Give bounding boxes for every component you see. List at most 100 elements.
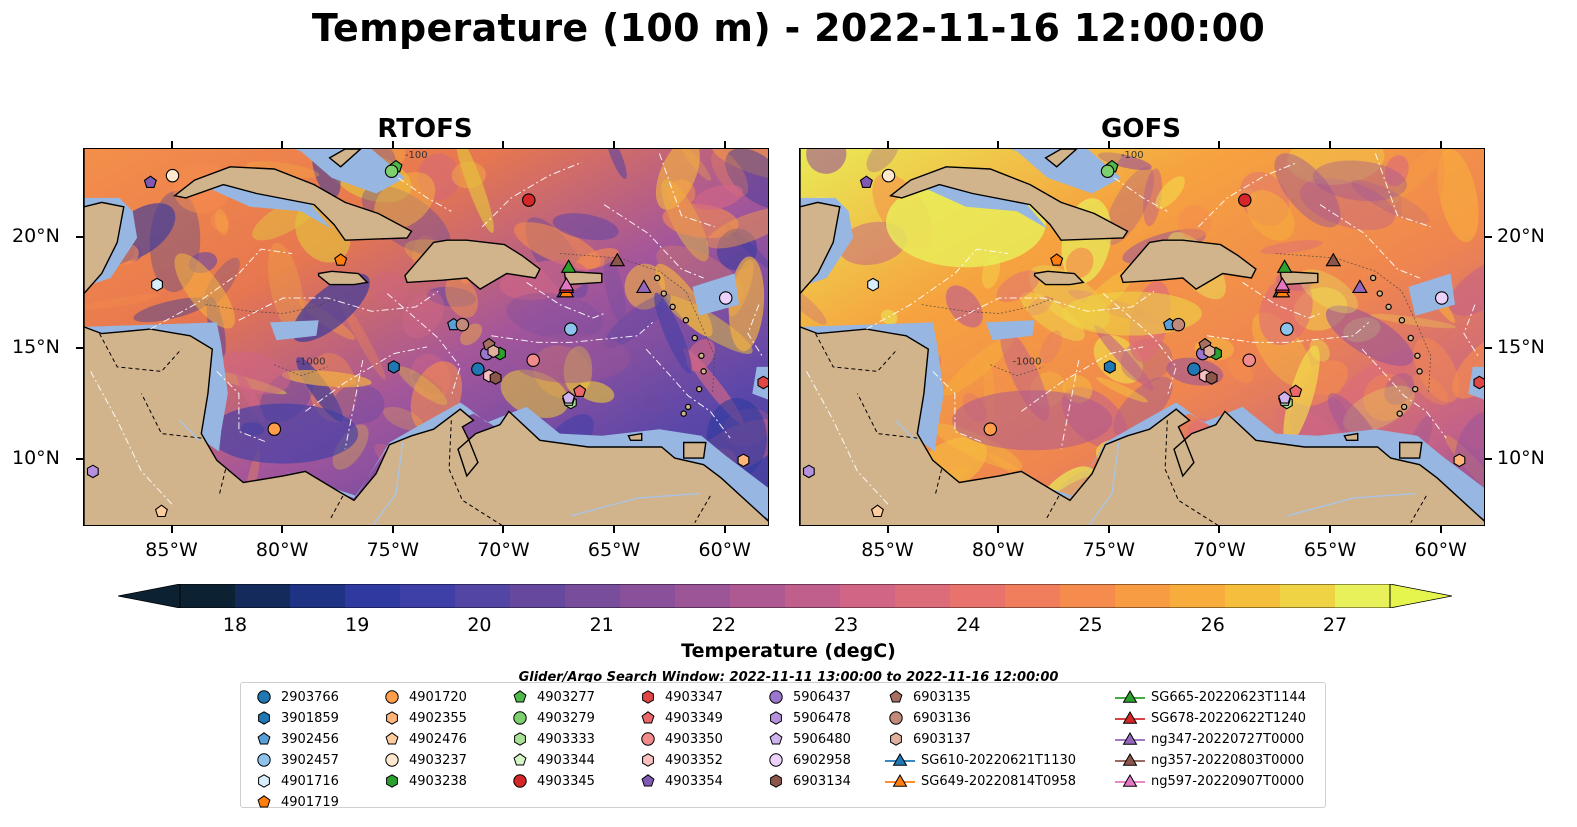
colorbar-bin [345,584,401,608]
platform-marker-3901859[interactable] [387,360,400,374]
platform-marker-4901716[interactable] [151,277,163,292]
platform-marker-4901716[interactable] [867,277,879,292]
hexagon-marker-icon [642,690,654,704]
platform-marker-6903137[interactable] [487,344,500,359]
lon-tick-label: 85°W [861,539,914,561]
platform-marker-4903345[interactable] [522,193,536,207]
colorbar-bin [1225,584,1281,608]
legend-item: 5906478 [765,708,851,728]
platform-marker-4903279[interactable] [1100,164,1115,178]
platform-marker-4903237[interactable] [881,168,896,183]
colorbar-tick-label: 24 [956,614,981,636]
platform-marker-5906480[interactable] [1278,391,1292,404]
platform-marker-5906478[interactable] [802,464,815,479]
lon-tick-mark-top [1218,141,1221,148]
lon-tick-mark [1107,526,1110,533]
colorbar-bin [235,584,291,608]
platform-marker-2903766[interactable] [1187,362,1201,376]
legend-label: 6902958 [793,752,851,768]
platform-marker-4902355[interactable] [737,453,750,468]
platform-marker-5906480[interactable] [562,391,576,404]
circle-marker-icon [385,753,399,767]
platform-marker-4901720[interactable] [983,422,998,436]
legend-label: 4903277 [537,689,595,705]
platform-marker-2903766[interactable] [471,362,485,376]
platform-marker-5906478[interactable] [86,464,99,479]
hexagon-marker-icon [258,774,270,788]
gofs-map[interactable]: -1000 -100 [799,148,1485,526]
platform-marker-4903354[interactable] [859,175,873,188]
legend-label: 4903347 [665,689,723,705]
legend-item: SG678-20220622T1240 [1115,708,1306,728]
platform-marker-6902958[interactable] [1434,291,1449,305]
platform-marker-6903134[interactable] [1205,371,1218,385]
lon-tick-mark-top [886,141,889,148]
platform-marker-ng357-20220803T0000[interactable] [609,252,626,267]
lon-tick-mark-top [502,141,505,148]
colorbar-tick-label: 18 [222,614,248,636]
legend-item: SG610-20220621T1130 [885,750,1076,770]
lon-tick-mark [886,526,889,533]
platform-marker-6903136[interactable] [1171,317,1186,332]
platform-marker-3902457[interactable] [564,322,578,336]
legend-label: ng347-20220727T0000 [1151,731,1305,747]
platform-marker-6902958[interactable] [718,291,733,305]
lat-tick-mark [1485,235,1492,238]
legend-label: 5906437 [793,689,851,705]
platform-marker-SG665-20220623T1144[interactable] [560,259,577,273]
platform-marker-4903279[interactable] [384,164,399,178]
platform-marker-4902476[interactable] [154,504,168,518]
colorbar-tick-label: 22 [711,614,736,636]
legend-label: 6903136 [913,710,971,726]
legend-item: 4902476 [381,729,467,749]
colorbar-bin [1170,584,1226,608]
platform-marker-4901719[interactable] [334,253,348,266]
lon-tick-mark [613,526,616,533]
colorbar-tick-label: 19 [345,614,370,636]
lon-tick-label: 70°W [1193,539,1246,561]
platform-marker-ng597-20220907T0000[interactable] [1274,276,1291,291]
legend-item: 4901720 [381,687,467,707]
platform-marker-4903347[interactable] [1473,375,1485,390]
platform-marker-4903349[interactable] [1289,384,1303,397]
triangle-marker-icon [885,774,915,787]
lon-tick-mark-top [1329,141,1332,148]
hexagon-marker-icon [642,753,654,767]
platform-marker-6903134[interactable] [489,371,502,385]
lat-tick-label: 15°N [12,336,60,359]
pentagon-marker-icon [641,774,655,787]
legend-label: 4901720 [409,689,467,705]
legend-label: 3901859 [281,710,339,726]
pentagon-marker-icon [513,690,527,703]
legend-item: 6903137 [885,729,971,749]
lat-tick-label: 15°N [1497,336,1545,359]
lon-tick-label: 75°W [1082,539,1136,561]
platform-marker-ng357-20220803T0000[interactable] [1325,252,1342,267]
platform-marker-4902476[interactable] [870,504,884,518]
platform-marker-ng597-20220907T0000[interactable] [558,276,575,291]
platform-marker-4901720[interactable] [267,422,282,436]
platform-marker-ng347-20220727T0000[interactable] [635,279,652,293]
platform-marker-4903237[interactable] [165,168,180,183]
platform-marker-6903137[interactable] [1203,344,1216,359]
lat-tick-mark [1485,458,1492,461]
platform-marker-3901859[interactable] [1103,360,1116,374]
legend-item: 3902457 [253,750,339,770]
colorbar-bin [1280,584,1336,608]
platform-marker-4903350[interactable] [526,353,540,367]
colorbar-tick-label: 26 [1200,614,1225,636]
circle-marker-icon [769,690,783,704]
platform-marker-4903349[interactable] [573,384,587,397]
platform-marker-4903347[interactable] [757,375,769,390]
pentagon-marker-icon [385,732,399,745]
platform-marker-3902457[interactable] [1280,322,1294,336]
platform-marker-4902355[interactable] [1453,453,1466,468]
platform-marker-4901719[interactable] [1050,253,1064,266]
platform-marker-SG665-20220623T1144[interactable] [1276,259,1293,273]
platform-marker-6903136[interactable] [455,317,470,332]
platform-marker-ng347-20220727T0000[interactable] [1351,279,1368,293]
platform-marker-4903350[interactable] [1242,353,1256,367]
platform-marker-4903345[interactable] [1238,193,1252,207]
rtofs-map[interactable]: -1000 -100 [83,148,769,526]
platform-marker-4903354[interactable] [143,175,157,188]
